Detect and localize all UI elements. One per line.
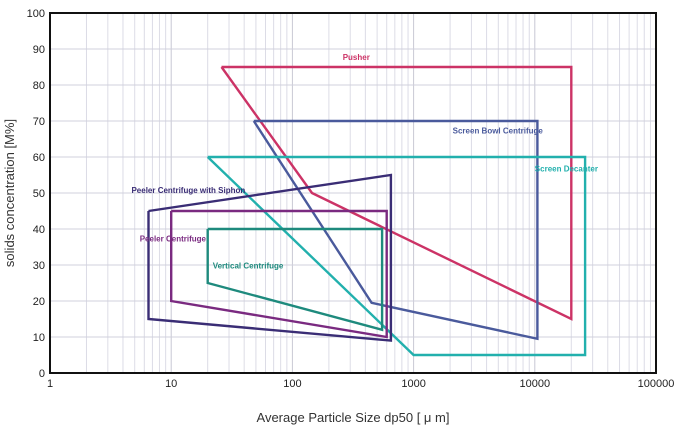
series-vertical-centrifuge <box>206 227 384 332</box>
y-tick-label: 60 <box>33 152 45 164</box>
y-tick-label: 0 <box>39 368 45 380</box>
x-tick-label: 1000 <box>401 378 425 390</box>
series-label: Screen Bowl Centrifuge <box>453 127 544 136</box>
y-tick-label: 80 <box>33 80 45 92</box>
x-tick-label: 10 <box>165 378 177 390</box>
x-tick-label: 1 <box>47 378 53 390</box>
series-peeler-centrifuge <box>169 209 388 339</box>
y-tick-label: 90 <box>33 44 45 56</box>
y-tick-label: 50 <box>33 188 45 200</box>
x-tick-label: 100 <box>283 378 301 390</box>
y-axis-title: solids concentration [M%] <box>2 119 17 267</box>
series-screen-bowl-centrifuge <box>252 119 539 341</box>
series-labels: Pusher Screen Bowl Centrifuge Screen Decan… <box>131 53 597 271</box>
y-tick-label: 10 <box>33 332 45 344</box>
y-tick-label: 30 <box>33 260 45 272</box>
series-label: Peeler Centrifuge with Siphon <box>131 186 245 195</box>
y-tick-label: 40 <box>33 224 45 236</box>
y-tick-labels: 0 10 20 30 40 50 60 70 80 90 100 <box>27 8 45 380</box>
plot-frame <box>49 12 657 374</box>
x-tick-labels: 1 10 100 1000 10000 100000 <box>47 378 674 390</box>
y-tick-label: 70 <box>33 116 45 128</box>
y-tick-label: 20 <box>33 296 45 308</box>
series-pusher <box>220 65 573 321</box>
y-tick-label: 100 <box>27 8 45 20</box>
x-tick-label: 10000 <box>520 378 551 390</box>
series-label: Peeler Centrifuge <box>140 235 207 244</box>
series-peeler-centrifuge-with-siphon <box>147 173 393 342</box>
series-label: Pusher <box>343 53 370 62</box>
series-screen-decanter <box>206 155 587 357</box>
series-layer <box>147 65 587 357</box>
x-tick-label: 100000 <box>638 378 675 390</box>
series-label: Screen Decanter <box>535 164 598 173</box>
x-axis-title: Average Particle Size dp50 [ μ m] <box>257 410 450 425</box>
series-label: Vertical Centrifuge <box>213 262 284 271</box>
